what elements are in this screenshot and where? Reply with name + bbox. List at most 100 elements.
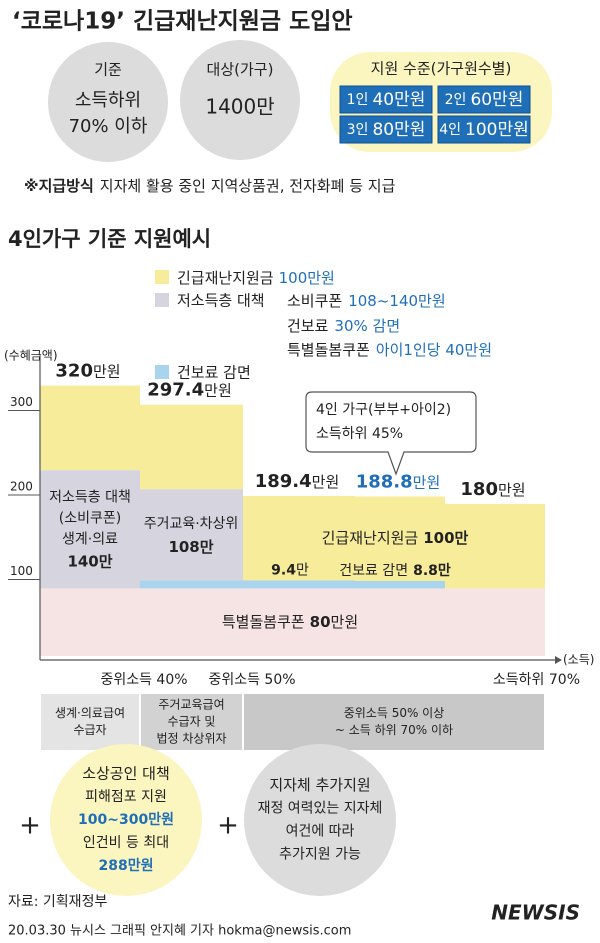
legend-name: 긴급재난지원금 (177, 269, 274, 287)
x-axis-label: (소득) (563, 653, 594, 667)
plus-sign: + (217, 811, 239, 841)
legend-swatch (155, 293, 169, 307)
callout-line: 4인 가구(부부+아이2) (316, 402, 451, 418)
total-value: 188.8 (356, 471, 413, 492)
bar-segment (243, 580, 355, 589)
x-label: 소득하위 70% (493, 672, 580, 688)
layer-value: 9.4만 (271, 562, 309, 578)
unit: 만 (438, 563, 451, 579)
extra-line: 인건비 등 최대 (83, 835, 169, 851)
support-label: 지원 수준(가구원수별) (371, 60, 512, 78)
value: 8.8 (413, 563, 438, 579)
value: 108 (168, 537, 199, 555)
unit: 만 (99, 552, 113, 570)
y-tick-label: 200 (10, 480, 33, 494)
legend-swatch (155, 365, 169, 379)
legend-value: 100만원 (279, 269, 335, 287)
band (141, 694, 242, 750)
layer-label: 긴급재난지원금 100만 (322, 529, 469, 547)
support-items: 1인 40만원 2인 60만원 3인 80만원 4인 100만원 (339, 85, 531, 144)
support-item-box (339, 85, 433, 114)
unit: 만 (455, 529, 469, 547)
criteria-label: 기준 (94, 61, 122, 79)
name: 건보료 감면 (339, 563, 408, 579)
total-label: 188.8만원 (356, 471, 441, 492)
bar-segment (140, 588, 243, 656)
legend-name: 저소득층 대책 (177, 292, 265, 310)
layer-label: 건보료 감면 8.8만 (339, 563, 451, 579)
criteria-line: 70% 이하 (69, 116, 148, 137)
x-axis-arrow (555, 656, 562, 664)
layer-label: 저소득층 대책 (49, 489, 131, 505)
target-label: 대상(가구) (207, 61, 274, 79)
support-size: 2인 (445, 92, 467, 108)
x-label: 중위소득 40% (100, 672, 187, 688)
support-item: 4인 100만원 (439, 120, 529, 140)
target-value: 1400만 (205, 95, 274, 119)
bar-segment (140, 489, 243, 581)
total-label: 320만원 (55, 361, 120, 382)
example-title: 4인가구 기준 지원예시 (8, 227, 211, 251)
support-item-box (339, 115, 433, 144)
extra-line: 여건에 따라 (286, 824, 355, 840)
callout-line: 소득하위 45% (316, 426, 403, 442)
legend-entry: 소비쿠폰 108~140만원 (287, 292, 446, 310)
callout-box (305, 391, 477, 476)
total-unit: 만원 (498, 480, 526, 498)
layer-label: (소비쿠폰) (59, 510, 121, 526)
support-item: 1인 40만원 (347, 90, 426, 110)
legend-value: 30% 감면 (334, 317, 400, 335)
legend-text: 특별돌봄쿠폰 (287, 341, 370, 359)
value: 100 (423, 529, 454, 547)
total-value: 189.4 (255, 471, 312, 492)
bar-segment (445, 503, 545, 589)
bar-segment (355, 580, 445, 589)
total-unit: 만원 (312, 472, 340, 490)
extra-line: 추가지원 가능 (279, 847, 361, 863)
band (41, 694, 139, 750)
note-lead: ※지급방식 (24, 177, 94, 195)
total-value: 320 (55, 361, 93, 382)
band-label: ~ 소득 하위 70% 이하 (335, 723, 453, 737)
name: 특별돌봄쿠폰 (222, 613, 305, 631)
support-size: 3인 (347, 122, 369, 138)
unit: 만 (200, 537, 214, 555)
y-tick-label: 300 (10, 395, 33, 409)
extra-title: 지자체 추가지원 (269, 776, 370, 794)
legend-entry: 긴급재난지원금 100만원 (177, 269, 335, 287)
plus-sign: + (19, 811, 41, 841)
note-text: 지자체 활용 중인 지역상품권, 전자화폐 등 지급 (100, 177, 396, 195)
support-size: 4인 (439, 122, 461, 138)
total-unit: 만원 (413, 473, 441, 491)
band-label: 중위소득 50% 이상 (344, 706, 445, 720)
unit: 만원 (331, 613, 359, 631)
criteria-circle (48, 42, 168, 162)
total-value: 180 (460, 479, 498, 500)
extra-line: 288만원 (99, 858, 154, 874)
unit: 만 (296, 562, 309, 578)
legend-name: 건보료 감면 (177, 364, 251, 382)
total-unit: 만원 (204, 381, 232, 399)
support-item-box (437, 85, 531, 114)
bar-segment (355, 588, 445, 656)
total-label: 297.4만원 (147, 380, 232, 401)
band-label: 수급자 (73, 723, 106, 737)
target-circle (180, 40, 300, 160)
total-label: 180만원 (460, 479, 525, 500)
bar-segment (40, 470, 140, 589)
layer-label: 주거교육·차상위 (144, 516, 239, 532)
bar-segment (243, 495, 355, 581)
y-tick-label: 100 (10, 564, 33, 578)
total-value: 297.4 (147, 380, 204, 401)
note: ※지급방식 지자체 활용 중인 지역상품권, 전자화폐 등 지급 (24, 177, 396, 195)
total-label: 189.4만원 (255, 471, 340, 492)
support-size: 1인 (347, 92, 369, 108)
x-label: 중위소득 50% (208, 672, 295, 688)
bar-segment (140, 404, 243, 490)
bar-segment (445, 588, 545, 656)
source: 자료: 기획재정부 (8, 894, 107, 910)
credit: 20.03.30 뉴시스 그래픽 안지혜 기자 hokma@newsis.com (8, 924, 351, 939)
